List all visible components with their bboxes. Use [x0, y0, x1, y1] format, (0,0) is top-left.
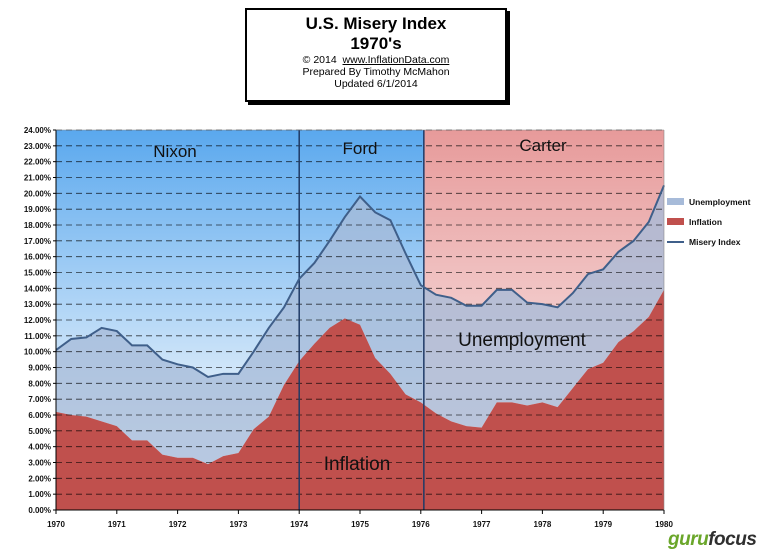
y-tick-label: 4.00% [28, 443, 51, 452]
inflation-area [56, 289, 664, 510]
legend: Unemployment Inflation Misery Index [667, 197, 751, 247]
y-tick-label: 5.00% [28, 427, 51, 436]
legend-swatch-unemployment [667, 198, 684, 205]
y-tick-label: 8.00% [28, 379, 51, 388]
era-labels: Nixon Ford Carter Unemployment Inflation [153, 136, 586, 475]
x-tick-label: 1979 [594, 520, 612, 529]
prepared-line: Prepared By Timothy McMahon [302, 66, 450, 78]
legend-swatch-inflation [667, 218, 684, 225]
x-tick-label: 1980 [655, 520, 673, 529]
y-tick-label: 0.00% [28, 506, 51, 515]
data-areas [56, 185, 664, 510]
x-tick-label: 1973 [230, 520, 248, 529]
title-box: U.S. Misery Index 1970's © 2014 www.Infl… [245, 8, 507, 102]
x-tick-label: 1978 [534, 520, 552, 529]
y-tick-label: 13.00% [24, 300, 51, 309]
chart-title: U.S. Misery Index [305, 14, 447, 33]
legend-label-inflation: Inflation [689, 217, 722, 227]
x-tick-label: 1971 [108, 520, 126, 529]
y-tick-label: 11.00% [24, 332, 51, 341]
y-tick-label: 19.00% [24, 205, 51, 214]
y-tick-label: 22.00% [24, 158, 51, 167]
y-tick-label: 17.00% [24, 237, 51, 246]
legend-label-misery-index: Misery Index [689, 237, 741, 247]
y-tick-label: 21.00% [24, 174, 51, 183]
era-label-ford: Ford [343, 139, 378, 158]
copyright-line: © 2014 www.InflationData.com [247, 54, 505, 66]
y-tick-label: 7.00% [28, 395, 51, 404]
x-tick-label: 1975 [351, 520, 369, 529]
x-tick-label: 1974 [290, 520, 308, 529]
chart-subtitle: 1970's [350, 34, 402, 53]
watermark-part1: guru [668, 529, 709, 550]
y-tick-label: 16.00% [24, 253, 51, 262]
misery-line-layer [55, 185, 665, 379]
updated-line: Updated 6/1/2014 [334, 78, 418, 90]
x-tick-label: 1970 [47, 520, 65, 529]
unemployment-area-label: Unemployment [458, 330, 586, 351]
axes: 0.00% 1.00% 2.00% 3.00% 4.00% 5.00% 6.00% 7.00%… [24, 126, 674, 529]
legend-label-unemployment: Unemployment [689, 197, 751, 207]
x-tick-label: 1972 [169, 520, 187, 529]
y-tick-label: 12.00% [24, 316, 51, 325]
watermark-part2: focus [708, 529, 757, 550]
x-tick-label: 1976 [412, 520, 430, 529]
y-tick-label: 23.00% [24, 142, 51, 151]
y-tick-label: 2.00% [28, 474, 51, 483]
y-tick-label: 1.00% [28, 490, 51, 499]
y-tick-label: 3.00% [28, 459, 51, 468]
inflation-area-label: Inflation [324, 454, 391, 475]
misery-index-line [55, 185, 665, 379]
y-tick-label: 9.00% [28, 364, 51, 373]
source-url[interactable]: www.InflationData.com [342, 54, 450, 66]
y-tick-label: 6.00% [28, 411, 51, 420]
gurufocus-watermark: gurufocus [668, 529, 757, 551]
era-label-carter: Carter [519, 136, 567, 155]
y-tick-label: 14.00% [24, 284, 51, 293]
x-tick-label: 1977 [473, 520, 491, 529]
era-label-nixon: Nixon [153, 142, 196, 161]
y-tick-label: 18.00% [24, 221, 51, 230]
y-tick-label: 20.00% [24, 189, 51, 198]
y-tick-label: 10.00% [24, 348, 51, 357]
copyright-text: © 2014 [302, 54, 337, 66]
y-tick-label: 15.00% [24, 269, 51, 278]
y-tick-label: 24.00% [24, 126, 51, 135]
